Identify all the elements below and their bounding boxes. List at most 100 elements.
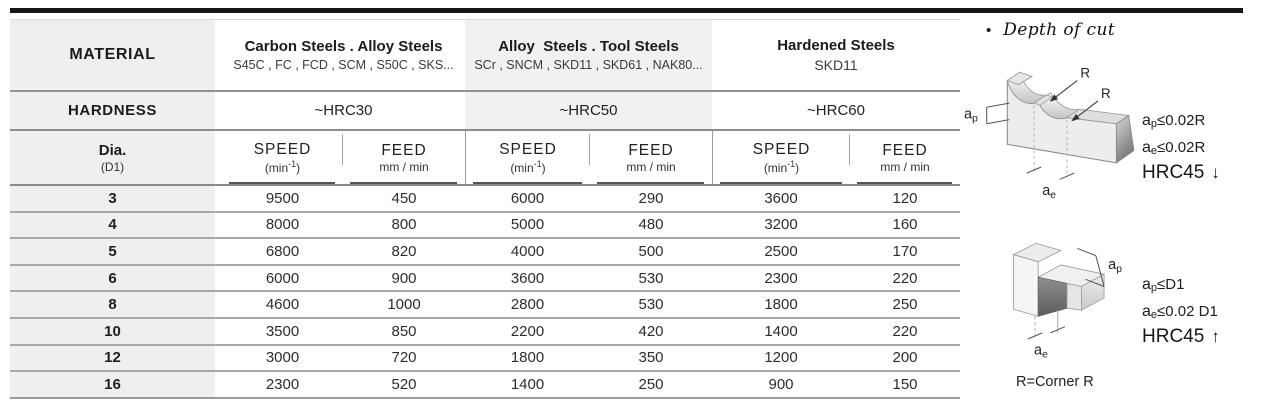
feed-value: 1000 xyxy=(387,296,421,314)
feed-value: 800 xyxy=(391,216,417,234)
feed-header-alloy: FEED mm / min xyxy=(590,131,712,184)
up-arrow-icon: ↑ xyxy=(1211,327,1220,346)
dia-value: 12 xyxy=(10,345,215,371)
header-divider xyxy=(589,134,590,165)
ap-label: ap xyxy=(964,107,978,125)
feed-value: 530 xyxy=(638,269,664,287)
column-gap xyxy=(215,265,222,291)
table-row: 16 2300 520 1400 250 900 150 xyxy=(10,372,960,399)
shelf-side-face xyxy=(1081,273,1105,311)
feed-value: 290 xyxy=(638,189,664,207)
feed-unit: mm / min xyxy=(379,159,429,174)
speed-value: 2800 xyxy=(510,296,545,314)
feed-value: 900 xyxy=(391,269,417,287)
dia-header-cell: Dia. (D1) xyxy=(10,131,215,184)
header-underline xyxy=(857,182,952,184)
group-hardened-steels: Hardened Steels SKD11 xyxy=(712,20,960,90)
header-underline xyxy=(229,182,335,184)
column-gap xyxy=(215,345,222,371)
table-row: 12 3000 720 1800 350 1200 200 xyxy=(10,345,960,373)
feed-unit: mm / min xyxy=(626,159,676,174)
speed-label: SPEED xyxy=(253,140,312,158)
hardness-value-hardened: ~HRC60 xyxy=(807,102,865,119)
speed-value: 6000 xyxy=(510,189,545,207)
dia-value: 6 xyxy=(10,265,215,291)
feed-value: 120 xyxy=(892,189,918,207)
material-label: MATERIAL xyxy=(69,46,156,63)
table-row: 4 8000 800 5000 480 3200 160 xyxy=(10,212,960,240)
ap-tick xyxy=(1095,255,1105,287)
ap-tick xyxy=(986,102,1010,108)
column-gap xyxy=(215,92,222,129)
speed-header-hardened: SPEED (min-1) xyxy=(712,131,850,184)
feed-value: 720 xyxy=(391,349,417,367)
block-side-face xyxy=(1116,114,1135,164)
feed-value: 820 xyxy=(391,242,417,260)
column-gap xyxy=(215,212,222,238)
table-row: 10 3500 850 2200 420 1400 220 xyxy=(10,318,960,346)
speed-unit: (min-1) xyxy=(510,158,546,175)
contour-rules: a p ≤0.02R a e ≤0.02R HRC45 ↓ xyxy=(1142,102,1220,184)
header-underline xyxy=(473,182,582,184)
feed-label: FEED xyxy=(882,141,928,159)
header-underline xyxy=(597,182,704,184)
speed-value: 1200 xyxy=(764,349,798,367)
side-cut-diagram: ap ae xyxy=(1012,242,1122,361)
speed-value: 4600 xyxy=(265,296,300,314)
corner-radius-note: R=Corner R xyxy=(1016,374,1094,390)
speed-value: 3600 xyxy=(764,189,798,207)
cutting-conditions-table: MATERIAL Carbon Steels . Alloy Steels S4… xyxy=(10,19,960,399)
speed-value: 5000 xyxy=(510,216,545,234)
material-row: MATERIAL Carbon Steels . Alloy Steels S4… xyxy=(10,20,960,92)
speed-value: 8000 xyxy=(265,216,300,234)
dia-value: 8 xyxy=(10,292,215,317)
ae-tick xyxy=(1050,326,1066,334)
column-gap xyxy=(215,131,222,184)
column-gap xyxy=(215,318,222,344)
top-rule xyxy=(10,8,1243,13)
group-name: Carbon Steels . Alloy Steels xyxy=(244,38,443,55)
ap-rule: a p ≤D1 xyxy=(1142,276,1185,294)
ap-label: ap xyxy=(1108,257,1122,275)
feed-unit: mm / min xyxy=(880,159,930,174)
feed-value: 160 xyxy=(892,216,918,234)
speed-value: 2300 xyxy=(764,269,798,287)
dia-value: 10 xyxy=(10,318,215,344)
dia-label: Dia. xyxy=(98,141,127,159)
feed-value: 500 xyxy=(638,242,664,260)
speed-value: 3500 xyxy=(265,322,300,340)
ae-label: ae xyxy=(1034,342,1048,360)
speed-value: 1400 xyxy=(764,322,798,340)
column-gap xyxy=(215,372,222,397)
hardness-value-alloy: ~HRC50 xyxy=(465,92,712,129)
speed-value: 3200 xyxy=(764,216,798,234)
hardness-value-carbon: ~HRC30 xyxy=(314,102,373,119)
ap-tick xyxy=(986,119,1010,125)
column-gap xyxy=(215,292,222,317)
material-header-cell: MATERIAL xyxy=(10,20,215,90)
hardness-note: HRC45 ↑ xyxy=(1142,326,1220,347)
speed-label: SPEED xyxy=(499,140,557,158)
ae-rule: a e ≤0.02R xyxy=(1142,139,1206,157)
feed-value: 520 xyxy=(391,375,417,393)
speed-unit: (min-1) xyxy=(264,158,301,175)
feed-value: 530 xyxy=(638,296,664,314)
speed-value: 3600 xyxy=(510,269,545,287)
radius-arrow xyxy=(1071,100,1099,122)
feed-value: 480 xyxy=(638,216,664,234)
dia-sublabel: (D1) xyxy=(100,159,125,174)
header-underline xyxy=(350,182,457,184)
dia-value: 16 xyxy=(10,372,215,397)
ae-tick xyxy=(1027,332,1043,340)
header-divider xyxy=(342,134,343,165)
column-gap xyxy=(215,20,222,90)
feed-value: 350 xyxy=(638,349,664,367)
speed-value: 2500 xyxy=(764,242,798,260)
radius-label: R xyxy=(1101,86,1111,101)
group-carbon-steels: Carbon Steels . Alloy Steels S45C , FC ,… xyxy=(222,20,465,90)
table-row: 5 6800 820 4000 500 2500 170 xyxy=(10,239,960,266)
speed-value: 2300 xyxy=(265,375,300,393)
contour-cut-diagram: ap ae R R xyxy=(964,65,1135,201)
feed-value: 200 xyxy=(892,349,918,367)
